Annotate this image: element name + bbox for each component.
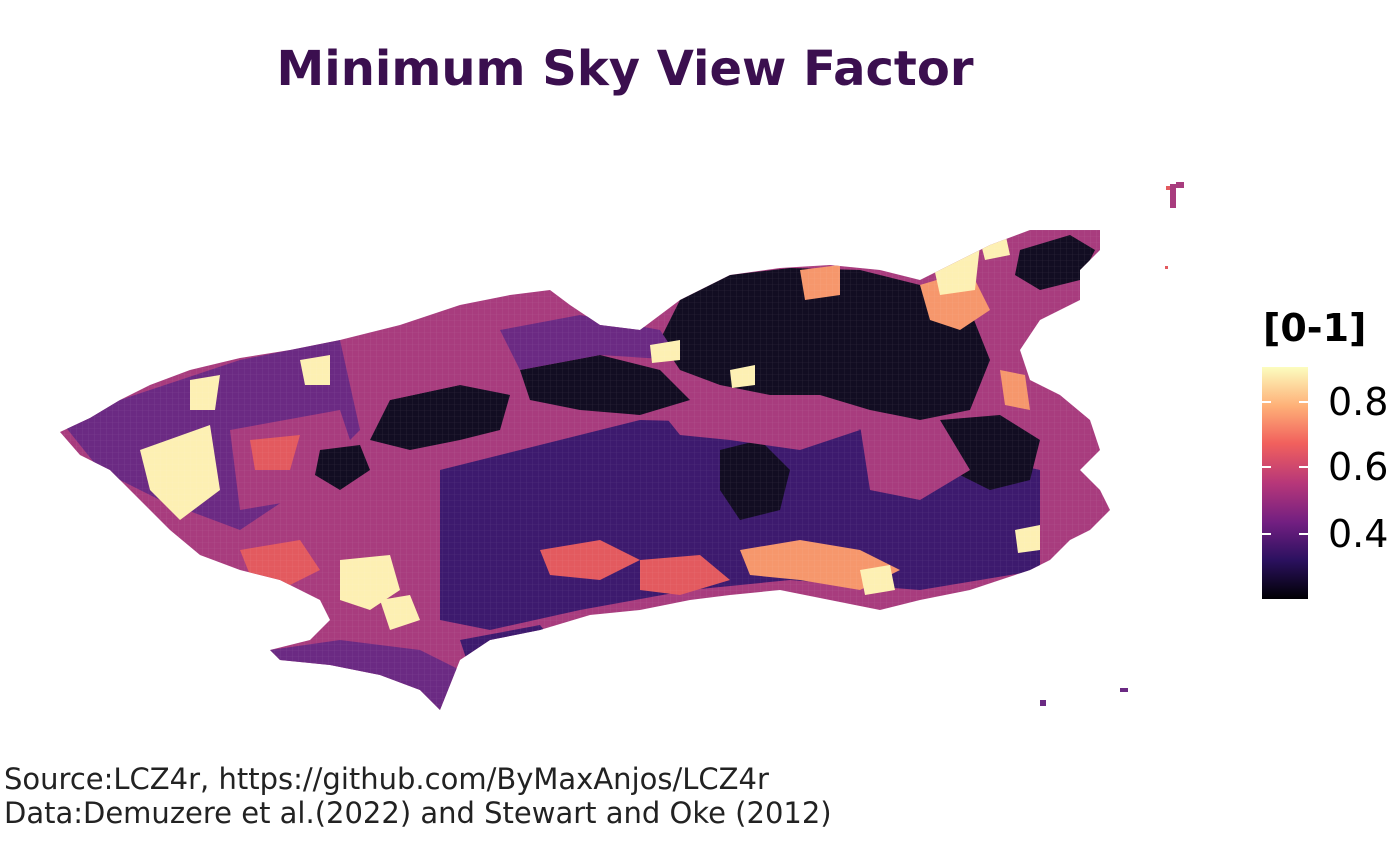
sky-view-factor-map: [40, 170, 1220, 730]
island: [1170, 184, 1176, 208]
legend-tick-label: 0.4: [1328, 512, 1389, 556]
map-canvas: [60, 182, 1184, 710]
land-regions: [60, 230, 1110, 710]
legend-title: [0-1]: [1263, 306, 1367, 350]
caption-source: Source:LCZ4r, https://github.com/ByMaxAn…: [4, 762, 769, 796]
legend-tick-label: 0.6: [1328, 445, 1389, 489]
legend-colorbar: [1262, 367, 1308, 599]
map-title: Minimum Sky View Factor: [276, 41, 974, 97]
legend-tick-label: 0.8: [1328, 380, 1389, 424]
caption-data: Data:Demuzere et al.(2022) and Stewart a…: [4, 796, 832, 830]
color-legend: [0-1] 0.8 0.6 0.4: [1250, 300, 1400, 620]
